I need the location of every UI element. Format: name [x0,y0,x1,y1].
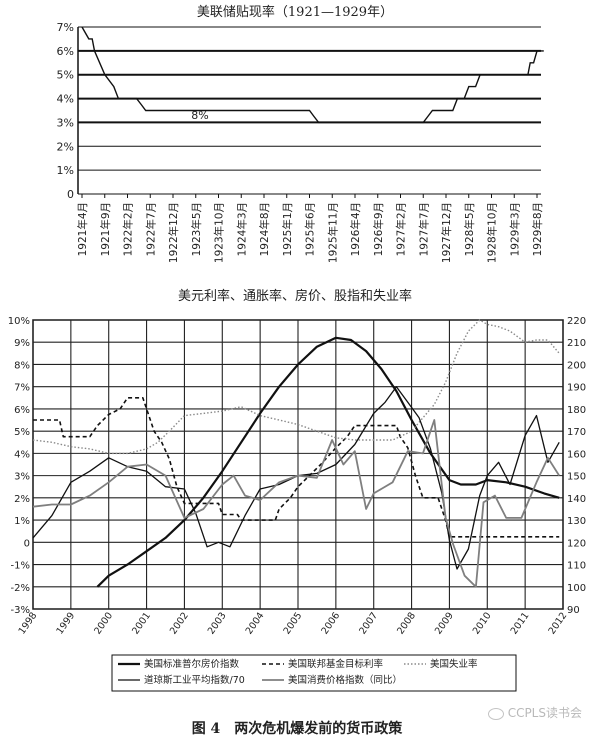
legend-label: 美国标准普尔房价指数 [144,658,240,670]
y-left-tick-label: -3% [11,605,30,616]
y-right-tick-label: 160 [567,449,586,460]
y-left-tick-label: 10% [8,316,30,327]
y-right-tick-label: 200 [567,360,586,371]
y-left-tick-label: 0 [24,538,30,549]
x-tick-label: 1924年3月 [235,202,248,256]
x-tick-label: 1921年4月 [76,202,89,256]
unemployment-line [32,319,560,455]
y-tick-label: 0 [67,188,74,201]
y-right-tick-label: 180 [567,405,586,416]
y-right-tick-label: 170 [567,427,586,438]
cpi-line [32,419,560,588]
x-tick-label: 1999 [54,610,77,636]
legend-label: 美国失业率 [430,658,478,670]
figure-caption: 图 4 两次危机爆发前的货币政策 [191,721,403,737]
y-right-tick-label: 90 [567,605,580,616]
x-tick-label: 1929年8月 [531,202,544,256]
y-tick-label: 5% [57,69,74,82]
x-tick-label: 1923年10月 [213,202,226,263]
y-left-tick-label: 7% [14,383,30,394]
x-tick-label: 2001 [130,610,153,636]
x-tick-label: 1922年7月 [144,202,157,256]
x-tick-label: 2004 [244,610,267,636]
legend-label: 道琼斯工业平均指数/70 [144,674,245,686]
y-right-tick-label: 130 [567,516,586,527]
x-tick-label: 2000 [92,610,115,636]
y-left-tick-label: 3% [14,472,30,483]
y-tick-label: 6% [57,45,74,58]
rates-chart: 美元利率、通胀率、房价、股指和失业率 -3% -2% -1% 0 1% 2% 3% 4% 5% 6… [8,288,586,692]
x-tick-label: 1928年10月 [486,202,499,263]
discount-rate-line [81,26,544,124]
y-tick-label: 2% [57,140,74,153]
x-tick-label: 1925年6月 [304,202,317,256]
legend-label: 美国消费价格指数（同比） [288,674,402,686]
y-left-tick-label: 2% [14,494,30,505]
y-right-tick-label: 210 [567,338,586,349]
x-tick-label: 1926年9月 [372,202,385,256]
x-tick-label: 2005 [282,610,305,636]
y-right-tick-label: 150 [567,472,586,483]
legend-box [111,654,517,692]
y-tick-label: 4% [57,93,74,106]
x-tick-label: 2008 [395,610,418,636]
x-tick-label: 2007 [357,610,380,636]
x-tick-label: 2003 [206,610,229,636]
y-right-tick-label: 100 [567,583,586,594]
dow-jones-line [32,386,560,570]
x-tick-label: 1922年12月 [167,202,180,263]
y-left-tick-label: 8% [14,360,30,371]
y-right-tick-label: 110 [567,561,586,572]
x-tick-label: 1929年3月 [508,202,521,256]
fed-funds-rate-line [33,397,560,538]
y-right-tick-label: 140 [567,494,586,505]
house-price-line [96,336,560,588]
x-tick-label: 2010 [471,610,494,636]
watermark-text: CCPLS读书会 [507,706,582,720]
x-tick-label: 1922年2月 [122,202,135,256]
x-tick-label: 2012 [547,610,570,636]
y-tick-label: 3% [57,116,74,129]
y-left-tick-label: 5% [14,427,30,438]
x-tick-label: 1921年9月 [99,202,112,256]
y-left-tick-label: 9% [14,338,30,349]
x-tick-label: 1927年12月 [440,202,453,263]
y-tick-label: 7% [57,21,74,34]
x-tick-label: 1925年1月 [281,202,294,256]
x-tick-label: 1927年7月 [417,202,430,256]
y-right-tick-label: 220 [567,316,586,327]
chart1-annotation: 8% [191,109,208,122]
y-left-tick-label: 4% [14,449,30,460]
x-tick-label: 1928年5月 [463,202,476,256]
wechat-icon [487,707,504,720]
y-tick-label: 1% [57,164,74,177]
discount-rate-chart: 美联储贴现率（1921—1929年） 0 1% 2% 3% 4% 5% 6% 7% 1921年… [57,4,544,263]
chart1-title: 美联储贴现率（1921—1929年） [197,4,393,20]
x-tick-label: 2011 [509,610,532,636]
chart2-title: 美元利率、通胀率、房价、股指和失业率 [178,288,412,304]
x-tick-label: 1923年5月 [190,202,203,256]
legend-label: 美国联邦基金目标利率 [288,658,384,670]
y-left-tick-label: -1% [11,561,30,572]
x-tick-label: 1926年4月 [349,202,362,256]
x-tick-label: 1925年11月 [326,202,339,263]
y-left-tick-label: 6% [14,405,30,416]
x-tick-label: 2009 [433,610,456,636]
x-tick-label: 2006 [319,610,342,636]
watermark: CCPLS读书会 [487,704,582,721]
y-left-tick-label: 1% [14,516,30,527]
x-tick-label: 1927年2月 [395,202,408,256]
y-left-tick-label: -2% [11,583,30,594]
y-right-tick-label: 120 [567,538,586,549]
y-right-tick-label: 190 [567,383,586,394]
x-tick-label: 2002 [168,610,191,636]
x-tick-label: 1924年8月 [258,202,271,256]
